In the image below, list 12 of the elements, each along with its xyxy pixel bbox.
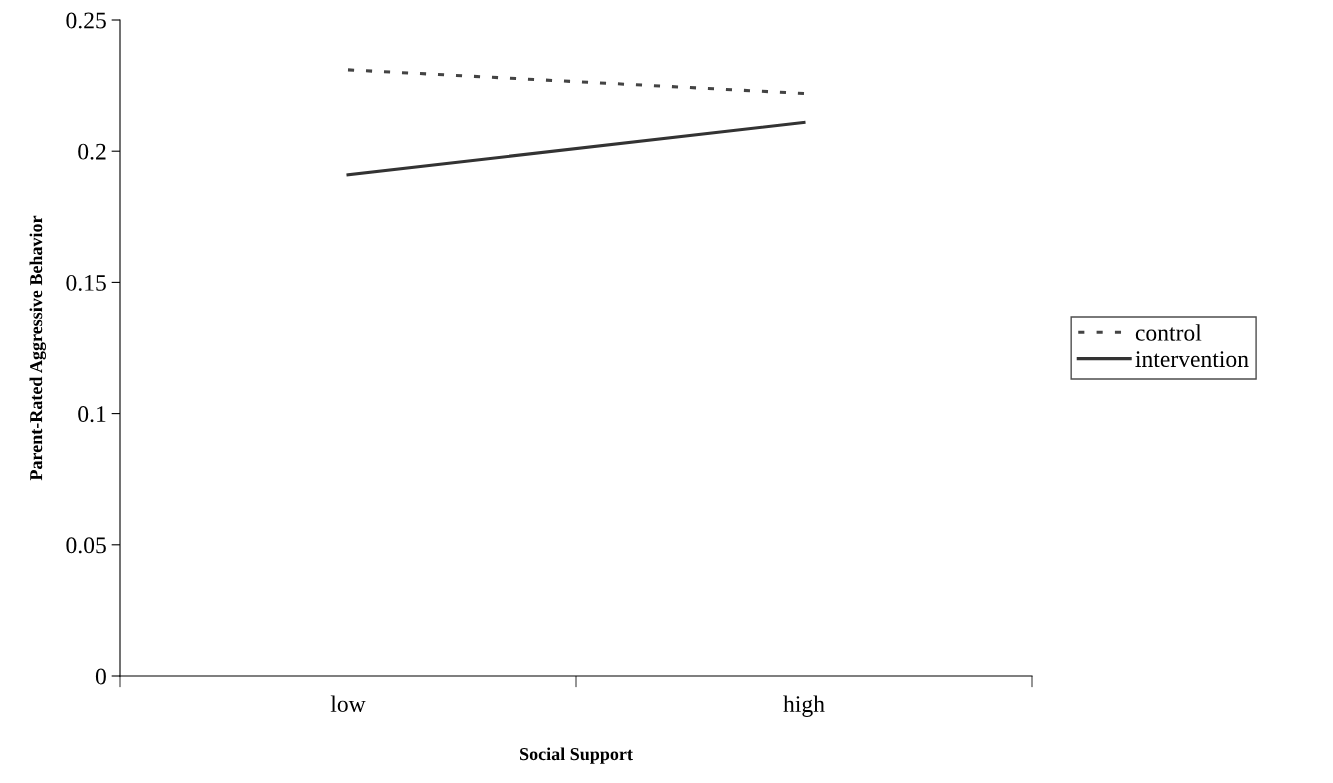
legend-label: control xyxy=(1135,324,1202,341)
y-tick-label: 0.25 xyxy=(66,12,106,29)
y-axis-title: Parent-Rated Aggressive Behavior xyxy=(29,215,47,481)
legend-label: intervention xyxy=(1135,351,1249,368)
x-tick-label: low xyxy=(330,695,366,713)
y-tick-label: 0.2 xyxy=(78,143,106,160)
y-tick-label: 0.1 xyxy=(78,406,106,423)
y-tick-label: 0.05 xyxy=(66,537,106,554)
y-tick-label: 0.15 xyxy=(66,274,106,291)
x-axis-title: Social Support xyxy=(520,747,633,764)
x-tick-label: high xyxy=(783,695,825,717)
y-tick-label: 0 xyxy=(95,668,106,685)
